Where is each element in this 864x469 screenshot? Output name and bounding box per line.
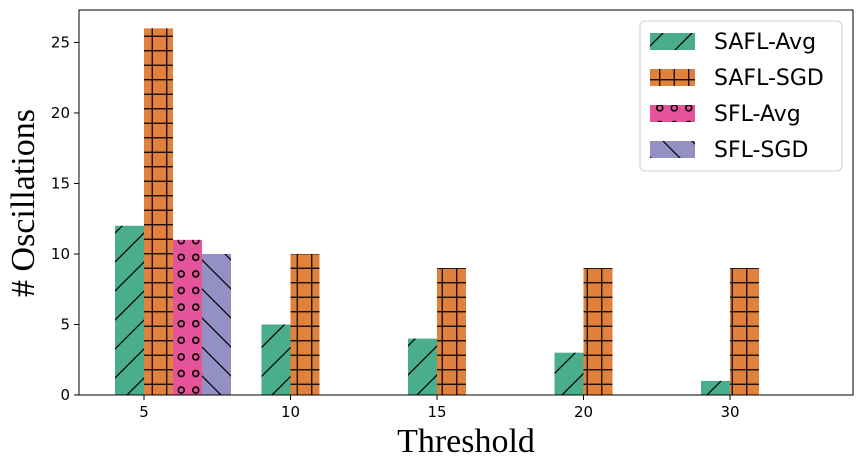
legend-label-sfl-avg: SFL-Avg [714,102,801,127]
x-tick-label: 5 [139,403,149,421]
x-tick-label: 15 [427,403,446,421]
y-tick-label: 10 [51,245,70,263]
legend-swatch-hatch-safl-sgd [650,69,695,86]
bar-safl-sgd-20-hatch [583,268,613,395]
legend-label-safl-avg: SAFL-Avg [714,30,816,55]
legend-swatch-hatch-sfl-sgd [650,141,695,158]
bar-safl-avg-30-hatch [701,380,730,395]
y-tick-label: 25 [51,33,70,51]
legend-swatch-hatch-sfl-avg [650,105,695,122]
bars-layer [115,28,759,395]
x-tick-label: 10 [281,403,300,421]
bar-safl-sgd-10-hatch [290,253,320,395]
legend-label-safl-sgd: SAFL-SGD [714,66,824,91]
legend-box [639,20,843,172]
x-axis-title: Threshold [397,423,535,460]
bar-safl-sgd-5-hatch [144,28,173,395]
x-tick-label: 30 [720,403,739,421]
y-tick-label: 5 [60,315,70,333]
bar-sfl-avg-5-hatch [173,239,202,395]
y-tick-label: 20 [51,104,70,122]
bar-safl-avg-5-hatch [115,225,144,395]
bar-safl-avg-20-hatch [554,352,584,395]
x-tick-label: 20 [574,403,593,421]
bar-safl-sgd-30-hatch [730,268,759,395]
y-axis-title: # Oscillations [5,109,42,297]
bar-sfl-sgd-5-hatch [202,253,231,395]
legend-label-sfl-sgd: SFL-SGD [714,138,808,163]
legend-swatch-hatch-safl-avg [650,33,695,50]
y-tick-label: 0 [60,386,70,404]
bar-safl-avg-15-hatch [408,338,437,395]
bar-safl-avg-10-hatch [261,324,291,395]
bar-safl-sgd-15-hatch [437,268,466,395]
plot-frame [78,9,854,396]
axes-layer: 0 5 10 15 20 25 5 10 15 20 30 [51,33,740,421]
legend: SAFL-Avg SAFL-SGD SFL-Avg SFL-SGD [639,20,843,172]
y-tick-label: 15 [51,174,70,192]
